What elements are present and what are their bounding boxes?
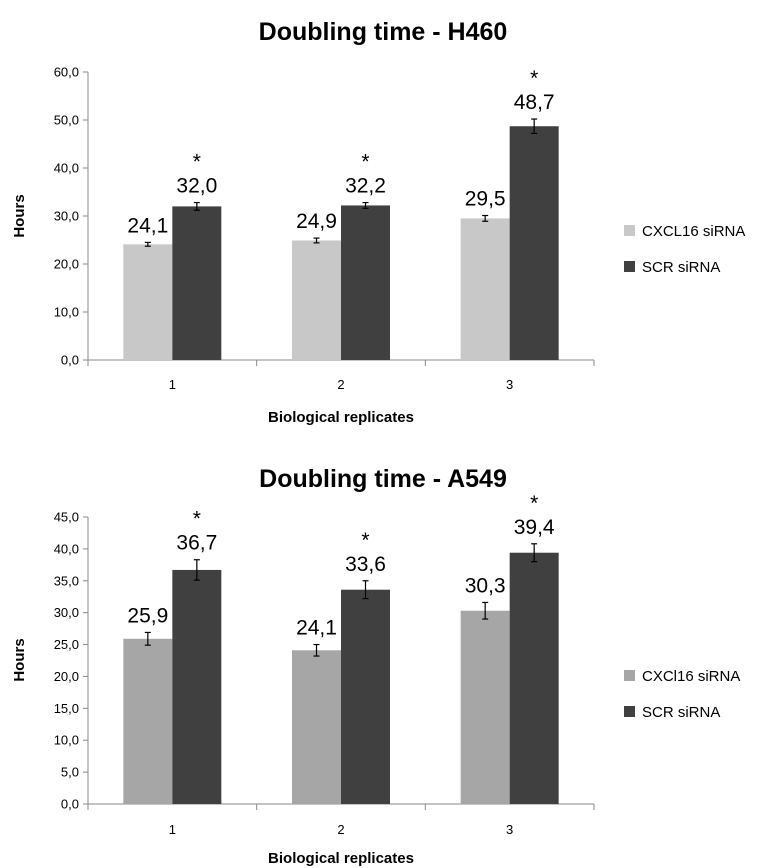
bar	[341, 205, 390, 360]
y-tick-label: 30,0	[54, 605, 79, 620]
x-tick-label: 1	[169, 377, 176, 392]
y-tick-label: 40,0	[54, 541, 79, 556]
legend-label: CXCL16 siRNA	[642, 223, 745, 240]
y-tick-label: 60,0	[54, 65, 79, 80]
data-label: 24,1	[127, 214, 168, 237]
y-tick-label: 40,0	[54, 161, 79, 176]
y-tick-label: 10,0	[54, 305, 79, 320]
data-label: 33,6	[345, 553, 386, 576]
legend: CXCl16 siRNA SCR siRNA	[624, 668, 740, 721]
data-label: 32,2	[345, 175, 386, 198]
bar	[172, 206, 222, 360]
legend-label: SCR siRNA	[642, 704, 720, 721]
x-axis-title: Biological replicates	[268, 850, 414, 867]
significance-mark: *	[193, 508, 201, 531]
y-tick-label: 15,0	[54, 701, 79, 716]
data-label: 24,1	[296, 617, 337, 640]
y-tick-label: 30,0	[54, 209, 79, 224]
chart-title: Doubling time - H460	[259, 18, 508, 46]
significance-mark: *	[530, 67, 538, 90]
data-label: 29,5	[465, 188, 506, 211]
data-label: 24,9	[296, 210, 337, 233]
y-tick-label: 35,0	[54, 573, 79, 588]
y-axis-title: Hours	[11, 638, 28, 681]
bar	[460, 610, 510, 804]
legend-label: SCR siRNA	[642, 259, 720, 276]
bar	[509, 126, 559, 361]
y-tick-label: 0,0	[61, 353, 79, 368]
y-tick-label: 45,0	[54, 510, 79, 525]
legend-swatch	[624, 670, 635, 681]
bar	[460, 218, 510, 360]
legend-swatch	[624, 261, 635, 272]
significance-mark: *	[361, 151, 369, 174]
x-tick-label: 2	[337, 822, 344, 837]
data-label: 32,0	[176, 175, 217, 198]
x-tick-label: 3	[506, 822, 513, 837]
y-tick-label: 20,0	[54, 257, 79, 272]
legend-label: CXCl16 siRNA	[642, 668, 740, 685]
legend: CXCL16 siRNA SCR siRNA	[624, 223, 745, 276]
y-axis-title: Hours	[11, 194, 28, 237]
data-label: 25,9	[127, 604, 168, 627]
x-tick-label: 1	[169, 822, 176, 837]
bar	[292, 650, 341, 804]
bars: 25,936,7*24,133,6*30,339,4*	[123, 492, 559, 804]
bar	[341, 589, 390, 804]
chart-title: Doubling time - A549	[259, 465, 507, 493]
bar	[123, 638, 173, 804]
bar	[509, 552, 559, 804]
data-label: 30,3	[465, 574, 506, 597]
bar	[292, 240, 341, 360]
significance-mark: *	[193, 151, 201, 174]
x-tick-label: 2	[337, 377, 344, 392]
chart-a549: Doubling time - A549 Hours Biological re…	[11, 465, 740, 867]
significance-mark: *	[530, 492, 538, 515]
chart-h460: Doubling time - H460 Hours Biological re…	[11, 18, 745, 426]
bar	[123, 244, 173, 360]
significance-mark: *	[361, 529, 369, 552]
legend-swatch	[624, 225, 635, 236]
x-axis-title: Biological replicates	[268, 409, 414, 426]
y-tick-label: 0,0	[61, 797, 79, 812]
data-label: 48,7	[514, 91, 555, 114]
bars: 24,132,0*24,932,2*29,548,7*	[123, 67, 559, 361]
x-tick-label: 3	[506, 377, 513, 392]
bar	[172, 569, 222, 804]
y-tick-label: 20,0	[54, 669, 79, 684]
y-tick-label: 5,0	[61, 765, 79, 780]
y-tick-label: 50,0	[54, 113, 79, 128]
data-label: 36,7	[176, 532, 217, 555]
y-tick-label: 25,0	[54, 637, 79, 652]
data-label: 39,4	[514, 516, 555, 539]
legend-swatch	[624, 706, 635, 717]
y-tick-label: 10,0	[54, 733, 79, 748]
